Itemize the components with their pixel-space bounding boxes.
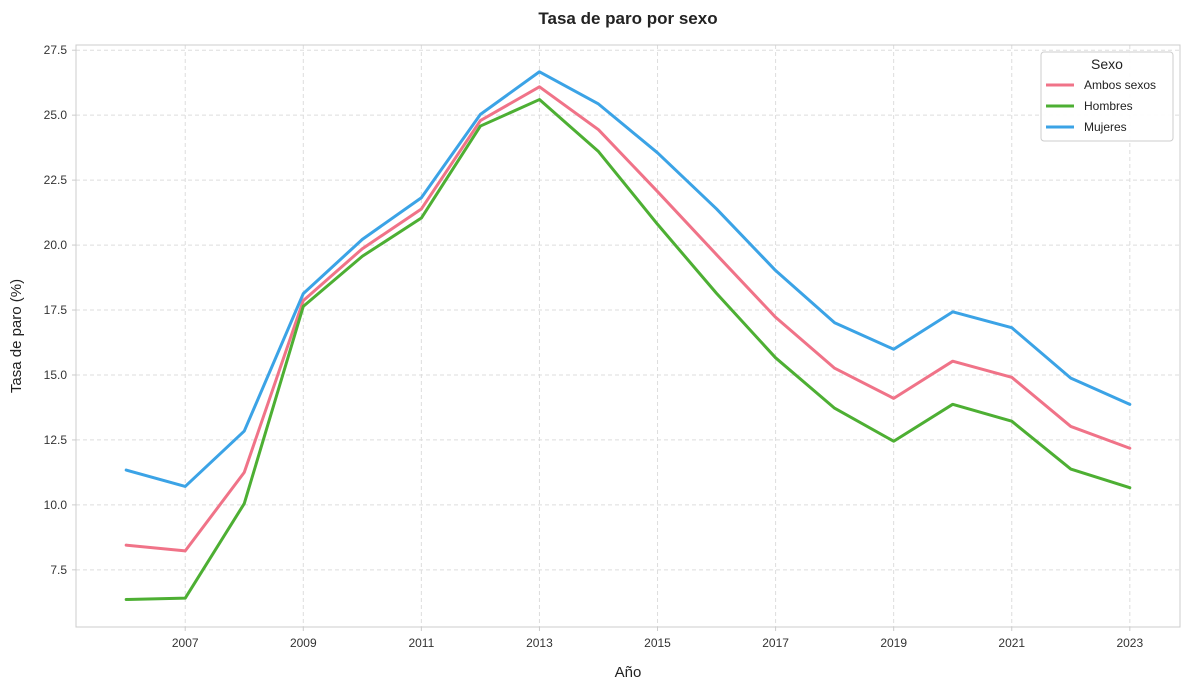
y-tick-label: 7.5 [50,563,67,577]
x-tick-label: 2019 [880,636,907,650]
x-tick-label: 2023 [1116,636,1143,650]
y-tick-label: 15.0 [44,368,68,382]
legend-items: Ambos sexos Hombres Mujeres [1046,78,1156,134]
plot-frame [75,44,1181,628]
x-tick-label: 2007 [172,636,199,650]
y-tick-label: 22.5 [44,173,68,187]
y-tick-label: 17.5 [44,303,68,317]
x-tick-label: 2017 [762,636,789,650]
y-tick-label: 25.0 [44,108,68,122]
y-axis-title: Tasa de paro (%) [8,279,25,393]
y-tick-label: 20.0 [44,238,68,252]
legend-label: Mujeres [1084,120,1127,134]
x-tick-label: 2015 [644,636,671,650]
y-tick-label: 27.5 [44,43,68,57]
x-tick-label: 2013 [526,636,553,650]
y-tick-label: 10.0 [44,498,68,512]
series-line-hombres [124,98,1132,601]
x-axis-title: Año [615,664,642,681]
legend-title: Sexo [1091,56,1123,72]
legend: Sexo Ambos sexos Hombres Mujeres [1040,51,1174,142]
legend-label: Hombres [1084,99,1133,113]
legend-box [1040,51,1174,142]
series-line-ambos-sexos [124,85,1132,553]
x-tick-label: 2009 [290,636,317,650]
y-tick-label: 12.5 [44,433,68,447]
series-line-mujeres [124,70,1132,488]
series-lines [124,70,1132,601]
x-axis-ticks: 2007 2009 2011 2013 2015 2017 2019 2021 2023 [172,627,1143,650]
x-tick-label: 2011 [408,636,434,650]
x-tick-label: 2021 [998,636,1025,650]
grid-lines [76,45,1180,627]
y-axis-ticks: 7.5 10.0 12.5 15.0 17.5 20.0 22.5 25.0 27.5 [44,43,76,577]
chart-title: Tasa de paro por sexo [538,9,717,28]
legend-label: Ambos sexos [1084,78,1156,92]
